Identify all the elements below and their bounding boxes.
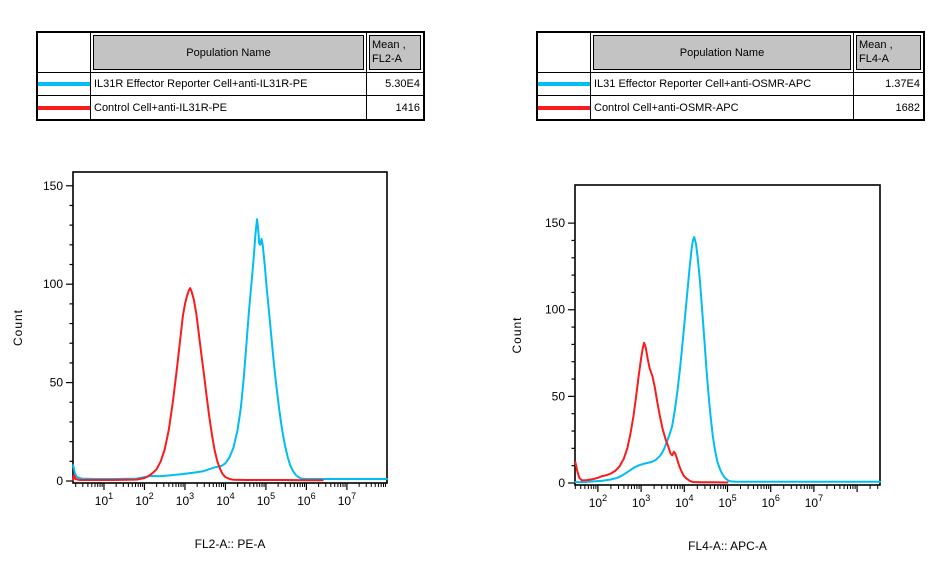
swatch-header-cell [538,33,590,72]
population-name-header: Population Name [186,46,271,59]
curve-cyan [574,236,881,484]
x-tick-label: 105 [257,491,275,508]
table-row: IL31 Effector Reporter Cell+anti-OSMR-AP… [538,73,923,96]
x-tick-label: 101 [95,491,113,508]
y-tick-label: 0 [558,476,565,490]
y-tick-label: 50 [50,376,64,390]
mean-header-line1: Mean , [372,39,406,51]
x-axis: 101 102 103 104 105 106 107 [75,483,387,508]
table-header-row: Population Name Mean , FL4-A [538,33,923,73]
mean-value-cell: 1416 [366,96,423,119]
mean-header-line1: Mean , [859,39,893,51]
x-tick-label: 106 [762,493,780,510]
red-line-swatch [538,96,590,119]
plot-frame [72,171,388,484]
cyan-line-swatch [38,73,90,95]
mean-header-cell: Mean , FL4-A [853,33,923,72]
population-name-header-cell: Population Name [590,33,853,72]
curve-red [574,341,729,484]
plot-frame [574,184,881,486]
mean-header-line2: FL2-A [372,53,402,65]
y-tick-label: 50 [552,389,566,403]
population-name-header-cell: Population Name [90,33,366,72]
y-tick-label: 150 [545,216,565,230]
table-row: Control Cell+anti-OSMR-APC 1682 [538,96,923,119]
population-table-right: Population Name Mean , FL4-A IL31 Effect… [536,31,925,121]
population-name-header: Population Name [679,46,765,59]
mean-header-cell: Mean , FL2-A [366,33,423,72]
x-tick-label: 107 [338,491,356,508]
y-axis: 0 50 100 150 [43,179,73,488]
mean-value-cell: 5.30E4 [366,73,423,95]
y-tick-label: 100 [43,277,63,291]
y-axis-title: Count [11,309,25,346]
population-name-cell: Control Cell+anti-OSMR-APC [590,96,853,119]
x-tick-label: 102 [589,493,607,510]
table-header-row: Population Name Mean , FL2-A [38,33,423,73]
x-tick-label: 107 [805,493,823,510]
x-tick-label: 102 [135,491,153,508]
y-tick-label: 150 [43,179,63,193]
swatch-header-cell [38,33,90,72]
x-tick-label: 104 [675,493,693,510]
x-tick-label: 103 [176,491,194,508]
x-axis-title: FL2-A:: PE-A [195,537,266,551]
x-tick-label: 104 [216,491,234,508]
x-tick-label: 106 [297,491,315,508]
cyan-line-swatch [538,73,590,95]
mean-value-cell: 1.37E4 [853,73,923,95]
curve-red [72,287,324,482]
x-axis-title: FL4-A:: APC-A [688,539,767,553]
mean-header-line2: FL4-A [859,53,889,65]
population-name-cell: IL31 Effector Reporter Cell+anti-OSMR-AP… [590,73,853,95]
table-row: Control Cell+anti-IL31R-PE 1416 [38,96,423,119]
population-table-left: Population Name Mean , FL2-A IL31R Effec… [36,31,425,121]
x-tick-label: 103 [632,493,650,510]
table-row: IL31R Effector Reporter Cell+anti-IL31R-… [38,73,423,96]
population-name-cell: Control Cell+anti-IL31R-PE [90,96,366,119]
curve-cyan [72,218,388,480]
y-axis-title: Count [510,316,524,353]
red-line-swatch [38,96,90,119]
y-tick-label: 100 [545,303,565,317]
y-axis: 0 50 100 150 [545,216,575,490]
population-name-cell: IL31R Effector Reporter Cell+anti-IL31R-… [90,73,366,95]
y-tick-label: 0 [56,474,63,488]
mean-value-cell: 1682 [853,96,923,119]
x-axis: 102 103 104 105 106 107 [574,485,879,510]
x-tick-label: 105 [718,493,736,510]
